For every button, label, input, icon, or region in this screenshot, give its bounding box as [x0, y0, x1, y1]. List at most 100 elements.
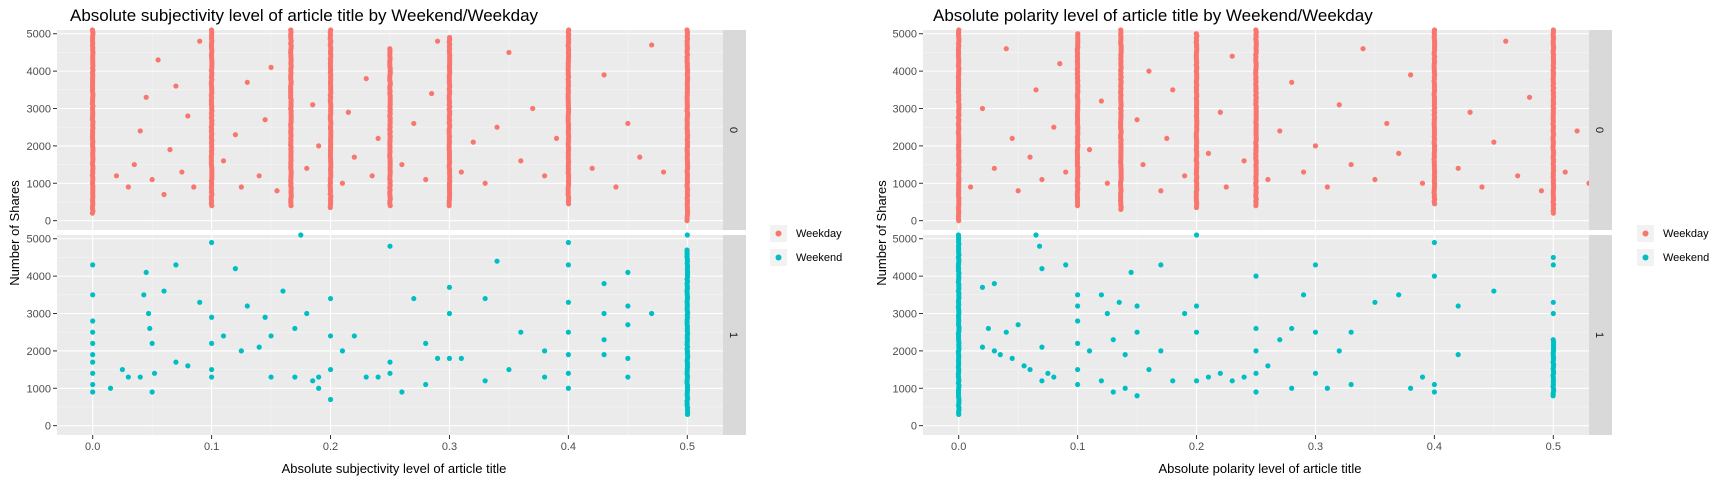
data-point [1455, 165, 1461, 171]
facet-panel-1: 1 0 1000 2000 3000 4000 5000 [27, 232, 746, 435]
data-point [423, 176, 429, 183]
data-point [1265, 363, 1271, 369]
data-point [684, 247, 690, 253]
data-point [565, 329, 571, 335]
data-point [191, 184, 197, 190]
data-point [1241, 158, 1247, 164]
data-point [268, 333, 274, 339]
data-point [1431, 389, 1437, 395]
data-point [979, 344, 986, 350]
y-tick-label: 2000 [893, 141, 917, 153]
data-point [1253, 370, 1259, 376]
data-point [1396, 292, 1402, 298]
data-point [399, 389, 405, 395]
data-point [1300, 169, 1307, 175]
data-point [125, 374, 131, 380]
data-point [351, 333, 357, 339]
data-point [220, 333, 227, 339]
data-point [143, 94, 149, 100]
points-layer [955, 232, 1557, 418]
x-tick-label: 0.4 [1427, 441, 1442, 453]
data-point [1098, 378, 1104, 384]
data-point [262, 117, 268, 123]
y-tick-label: 4000 [893, 66, 917, 78]
data-point [470, 139, 476, 145]
data-point [1193, 329, 1200, 335]
x-axis-title: Absolute subjectivity level of article t… [282, 461, 507, 476]
data-point [601, 280, 607, 287]
data-point [1455, 352, 1461, 358]
data-point [1134, 393, 1140, 399]
data-point [1009, 135, 1015, 142]
data-point [1467, 109, 1473, 115]
data-point [1503, 38, 1509, 44]
y-axis-title: Number of Shares [874, 180, 889, 286]
data-point [1241, 374, 1247, 380]
data-point [1265, 176, 1271, 183]
data-point [327, 333, 334, 339]
data-point [1479, 184, 1485, 190]
data-point [1396, 150, 1402, 156]
data-point [565, 352, 571, 358]
legend-left: Weekday Weekend [770, 225, 842, 266]
data-point [1045, 370, 1051, 376]
data-point [1526, 94, 1533, 100]
data-point [506, 49, 512, 56]
facet-strip [723, 235, 746, 435]
data-point [1164, 135, 1170, 142]
data-point [530, 105, 536, 112]
data-point [1039, 176, 1045, 183]
data-point [151, 370, 158, 376]
data-point [649, 42, 655, 48]
data-point [161, 288, 167, 294]
y-tick-label: 5000 [27, 234, 51, 246]
data-point [1431, 239, 1437, 246]
data-point [232, 266, 238, 272]
data-point [542, 374, 548, 380]
data-point [956, 27, 962, 33]
data-point [1110, 337, 1116, 343]
data-point [1104, 180, 1110, 186]
data-point [1491, 288, 1497, 294]
data-point [1057, 61, 1063, 67]
data-point [1223, 184, 1229, 190]
data-point [1455, 303, 1461, 309]
data-point [1312, 329, 1319, 335]
x-tick-label: 0.1 [1070, 441, 1085, 453]
data-point [991, 348, 997, 354]
data-point [1075, 318, 1081, 324]
data-point [1063, 262, 1069, 268]
y-tick-label: 0 [45, 216, 51, 228]
data-point [220, 158, 227, 164]
data-point [1075, 340, 1081, 347]
data-point [423, 381, 429, 388]
data-point [1550, 27, 1556, 33]
data-point [1003, 46, 1009, 52]
data-point [298, 232, 304, 238]
data-point [143, 269, 149, 275]
data-point [1229, 53, 1235, 59]
data-point [518, 329, 524, 335]
data-point [1205, 374, 1212, 380]
data-point [955, 232, 962, 238]
data-point [411, 295, 417, 302]
data-point [482, 180, 488, 186]
data-point [684, 27, 690, 33]
x-tick-label: 0.3 [442, 441, 457, 453]
data-point [310, 378, 316, 384]
x-tick-label: 0.2 [323, 441, 338, 453]
data-point [280, 288, 286, 294]
points-layer [955, 27, 1592, 224]
data-point [1193, 31, 1199, 37]
y-tick-label: 2000 [27, 346, 51, 358]
data-point [375, 135, 381, 142]
data-point [1075, 31, 1081, 37]
data-point [1312, 262, 1319, 268]
data-point [1193, 232, 1200, 238]
data-point [979, 284, 986, 290]
data-point [327, 366, 334, 373]
data-point [637, 154, 643, 160]
facet-strip [723, 30, 746, 230]
data-point [1408, 385, 1414, 391]
data-point [1104, 310, 1110, 317]
